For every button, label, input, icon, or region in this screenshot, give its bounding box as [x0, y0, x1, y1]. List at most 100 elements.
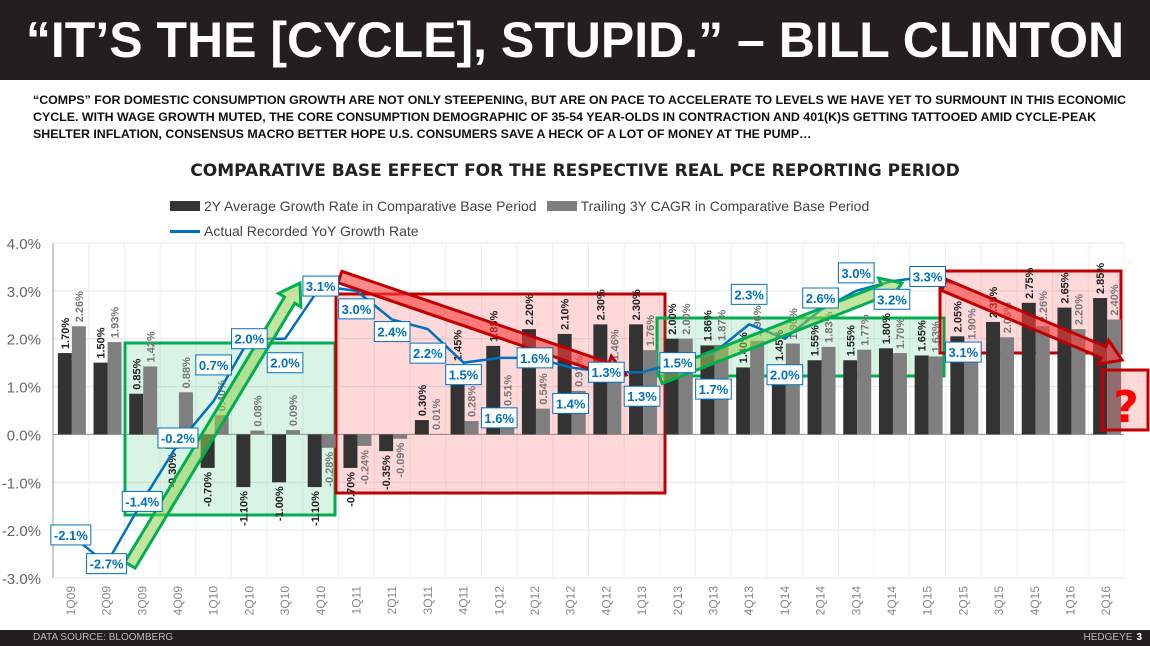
x-tick-label: 2Q09 [100, 586, 114, 616]
bar-2y-average [272, 434, 287, 483]
bar-2y-average [843, 360, 858, 435]
yoy-label-box [695, 378, 732, 400]
yoy-label-box [480, 407, 518, 429]
legend-row-2: Actual Recorded YoY Growth Rate [170, 223, 419, 239]
data-label-3y: 0.28% [467, 386, 479, 417]
bar-3y-cagr [928, 356, 943, 435]
data-label-2y: 0.30% [417, 385, 429, 416]
bar-3y-cagr [821, 346, 836, 435]
bar-3y-cagr [143, 366, 158, 435]
x-tick-label: 2Q11 [385, 586, 399, 615]
y-tick-label: -1.0% [2, 475, 41, 492]
x-tick-label: 4Q12 [599, 586, 613, 616]
x-tick-label: 1Q12 [492, 586, 506, 616]
x-tick-label: 2Q10 [242, 586, 256, 616]
data-label-2y: 1.80% [881, 313, 893, 344]
yoy-label-box [86, 553, 128, 575]
yoy-data-label: -0.2% [161, 431, 195, 446]
yoy-data-label: 0.7% [199, 358, 229, 373]
yoy-data-label: 2.0% [770, 368, 800, 383]
data-label-3y: 0.88% [181, 357, 193, 388]
yoy-data-label: 2.6% [806, 291, 836, 306]
bar-2y-average [986, 321, 1001, 435]
data-label-3y: -0.09% [395, 443, 407, 478]
red-trend-arrow [939, 277, 1125, 367]
yoy-label-box [231, 328, 268, 350]
x-tick-label: 3Q09 [135, 586, 149, 616]
x-tick-label: 2Q16 [1099, 586, 1113, 616]
data-label-2y: 2.05% [952, 301, 964, 332]
data-label-3y: 1.93% [110, 307, 122, 338]
yoy-label-box [909, 266, 946, 287]
bar-3y-cagr [393, 434, 408, 439]
data-label-3y: 0.51% [502, 375, 514, 406]
bar-2y-average [379, 434, 394, 452]
data-label-2y: 2.30% [595, 289, 607, 320]
data-label-3y: 1.87% [716, 310, 728, 341]
yoy-label-box [445, 364, 482, 386]
y-tick-label: 0.0% [7, 427, 41, 444]
data-label-2y: 2.10% [560, 299, 572, 330]
yoy-label-box [659, 352, 697, 374]
bar-2y-average [343, 434, 358, 468]
data-label-3y: 0.01% [431, 399, 443, 430]
x-tick-label: 2Q13 [671, 586, 685, 616]
y-tick-label: 4.0% [7, 236, 41, 253]
brand-name: HEDGEYE [1083, 632, 1133, 643]
yoy-data-label: 1.7% [699, 382, 729, 397]
y-tick-label: -3.0% [2, 571, 41, 588]
legend-label-yoy: Actual Recorded YoY Growth Rate [204, 223, 419, 239]
legend-swatch-yoy [170, 229, 200, 233]
yoy-label-box [623, 385, 661, 407]
yoy-data-label: 1.3% [592, 365, 622, 380]
yoy-data-label: 3.2% [877, 292, 907, 307]
legend-swatch-2y [170, 201, 200, 211]
yoy-data-label: 1.3% [627, 389, 657, 404]
bar-2y-average [129, 393, 144, 435]
bar-3y-cagr [107, 342, 122, 435]
yoy-data-label: -1.4% [125, 494, 159, 509]
data-label-3y: 1.70% [895, 318, 907, 349]
bar-3y-cagr [286, 430, 301, 435]
intro-text: “COMPS” FOR DOMESTIC CONSUMPTION GROWTH … [33, 93, 1126, 141]
x-tick-label: 3Q13 [706, 586, 720, 616]
data-label-2y: 1.55% [845, 325, 857, 356]
yoy-label-box [338, 298, 375, 320]
yoy-data-label: 1.6% [484, 411, 514, 426]
legend-row-1: 2Y Average Growth Rate in Comparative Ba… [170, 198, 869, 214]
yoy-data-label: 3.0% [342, 302, 372, 317]
bar-2y-average [307, 434, 322, 488]
x-tick-label: 4Q11 [457, 586, 471, 615]
x-tick-label: 3Q10 [278, 586, 292, 616]
data-label-3y: 2.00% [681, 303, 693, 334]
data-label-2y: 1.70% [60, 318, 72, 349]
yoy-data-label: 1.4% [556, 396, 586, 411]
data-label-2y: -0.35% [381, 455, 393, 490]
data-label-3y: 0.08% [252, 395, 264, 426]
bar-3y-cagr [892, 353, 907, 435]
bar-2y-average [736, 367, 751, 435]
yoy-label-box [302, 275, 340, 297]
bar-2y-average [414, 420, 429, 435]
yoy-data-label: -2.7% [90, 557, 124, 572]
bar-2y-average [57, 353, 72, 435]
chart-title: COMPARATIVE BASE EFFECT FOR THE RESPECTI… [190, 161, 960, 181]
data-label-3y: 1.63% [931, 321, 943, 352]
data-label-2y: 2.30% [631, 289, 643, 320]
x-tick-label: 4Q10 [314, 586, 328, 616]
data-label-3y: 2.26% [1038, 291, 1050, 322]
yoy-data-label: 1.5% [449, 368, 479, 383]
data-label-2y: 2.75% [1024, 267, 1036, 298]
yoy-label-box [409, 342, 447, 364]
yoy-label-box [157, 427, 199, 449]
bar-2y-average [1021, 302, 1036, 435]
yoy-label-box [588, 361, 625, 383]
bar-2y-average [629, 324, 644, 435]
x-tick-label: 1Q16 [1063, 586, 1077, 616]
bar-3y-cagr [1000, 337, 1015, 435]
y-tick-label: 3.0% [7, 284, 41, 301]
bar-3y-cagr [71, 326, 86, 435]
data-label-3y: 0.09% [288, 395, 300, 426]
data-label-2y: 2.00% [667, 303, 679, 334]
x-tick-label: 1Q14 [778, 586, 792, 616]
